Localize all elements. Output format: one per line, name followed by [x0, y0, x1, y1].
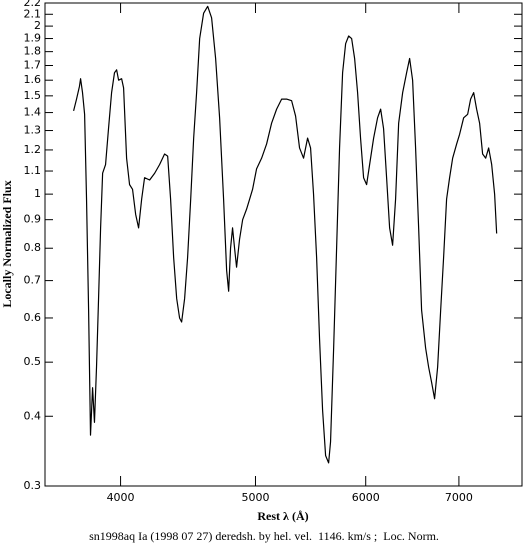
y-tick-label: 1	[34, 187, 41, 200]
y-tick-label: 1.1	[24, 164, 42, 177]
y-tick-label: 0.7	[24, 274, 42, 287]
y-tick-label: 1.8	[24, 45, 42, 58]
y-tick-label: 1.4	[24, 106, 42, 119]
y-tick-label: 0.5	[24, 355, 42, 368]
x-axis-label: Rest λ (Å)	[257, 509, 308, 523]
y-tick-label: 1.6	[24, 73, 42, 86]
y-tick-label: 0.4	[24, 409, 42, 422]
y-tick-label: 2.1	[24, 7, 42, 20]
y-tick-label: 2	[34, 19, 41, 32]
spectrum-line	[73, 5, 498, 464]
y-tick-label: 0.6	[24, 311, 42, 324]
plot-frame	[44, 2, 523, 487]
y-tick-label: 0.8	[24, 241, 42, 254]
y-tick-label: 1.9	[24, 32, 42, 45]
x-tick-label: 4000	[107, 491, 135, 504]
y-tick-label: 2.2	[24, 0, 42, 9]
y-tick-label: 1.7	[24, 59, 42, 72]
y-tick-label: 0.3	[24, 479, 42, 492]
x-tick-label: 7000	[445, 491, 473, 504]
caption: sn1998aq Ia (1998 07 27) deredsh. by hel…	[89, 529, 439, 543]
y-tick-label: 1.5	[24, 89, 42, 102]
x-tick-label: 6000	[352, 491, 380, 504]
y-tick-label: 1.2	[24, 143, 42, 156]
y-axis-label: Locally Normalized Flux	[0, 180, 14, 307]
y-tick-label: 1.3	[24, 124, 42, 137]
y-tick-label: 0.9	[24, 213, 42, 226]
x-tick-label: 5000	[241, 491, 269, 504]
